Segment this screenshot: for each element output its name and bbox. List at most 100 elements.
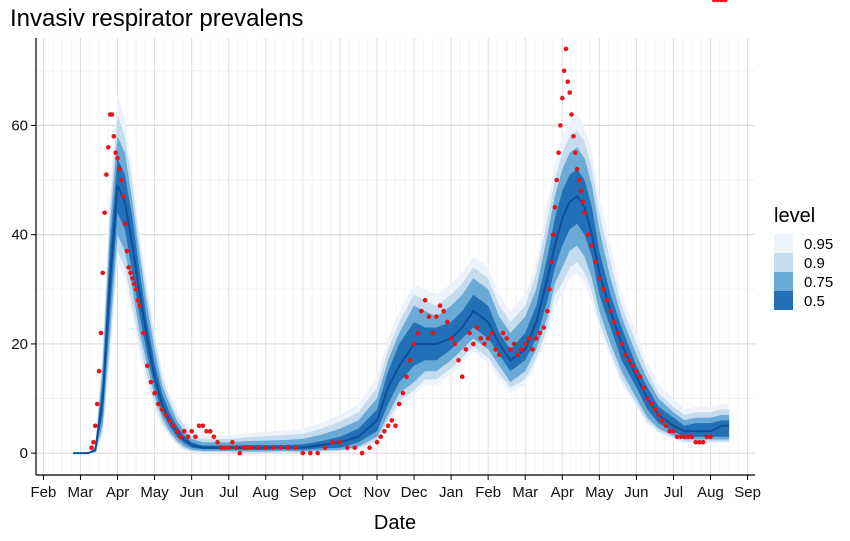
observed-point [530,347,535,352]
observed-point [576,177,582,183]
observed-point [674,434,680,440]
x-tick-label: Sep [734,484,761,501]
x-tick-label: Jan [439,484,463,501]
observed-point [285,445,291,451]
observed-point [626,358,632,363]
observed-point [569,112,574,117]
observed-point [91,439,96,445]
y-tick-label: 40 [11,227,28,244]
observed-point [615,330,621,336]
observed-point [245,445,250,451]
x-tick-label: Jul [219,484,238,501]
observed-point [678,434,684,440]
x-tick-label: Jun [180,484,204,501]
legend-swatch [774,234,793,253]
observed-point [545,308,550,314]
observed-point [652,407,658,412]
observed-point [467,330,472,336]
observed-point [120,194,126,199]
observed-point [322,445,328,451]
observed-point [611,319,617,325]
observed-point [174,429,180,434]
observed-point [565,79,571,84]
observed-point [656,412,661,418]
observed-point [144,363,150,369]
observed-point [111,134,117,139]
observed-point [623,352,628,358]
observed-point [489,330,495,336]
observed-point [434,314,439,319]
observed-point [189,429,194,434]
observed-point [400,390,406,396]
legend-swatch [774,291,793,310]
observed-point [597,276,602,281]
x-tick-label: May [585,484,614,501]
median-line [73,185,730,455]
observed-point [556,150,561,155]
observed-point [408,358,413,363]
observed-point [547,287,552,292]
observed-point [704,434,710,440]
observed-point [708,434,713,440]
chart-title: Invasiv respirator prevalens [10,5,303,32]
observed-point [185,434,191,440]
legend-label: 0.5 [804,293,825,310]
observed-point [345,445,350,451]
observed-point [630,363,635,369]
observed-point [419,308,424,314]
observed-point [230,439,235,445]
observed-point [508,347,513,352]
x-tick-label: Mar [512,484,538,501]
observed-point [550,232,556,237]
observed-point [159,407,165,412]
observed-point [131,281,137,287]
observed-point [315,450,321,456]
x-tick-label: Feb [30,484,56,501]
observed-point [219,445,224,451]
observed-point [600,287,606,292]
observed-point [667,429,673,434]
observed-point [378,434,384,440]
observed-point [452,341,458,347]
observed-point [359,450,365,456]
observed-point [660,418,665,423]
x-tick-label: Jun [624,484,648,501]
observed-point [270,445,276,451]
observed-point [106,145,111,150]
x-axis-title: Date [374,512,416,534]
observed-point [474,325,480,330]
observed-point [578,188,584,194]
observed-point [163,412,168,418]
observed-point [558,123,563,128]
observed-point [411,341,417,347]
observed-point [641,385,647,390]
observed-point [415,330,421,336]
observed-point [604,297,610,303]
observed-point [118,177,124,183]
observed-point [563,46,569,52]
observed-point [645,396,650,401]
legend-label: 0.9 [804,255,825,272]
observed-point [156,401,161,407]
observed-point [700,439,706,445]
observed-point [663,423,669,429]
x-tick-label: Sep [289,484,316,501]
observed-point [193,434,198,440]
observed-point [634,368,639,374]
x-tick-label: Aug [252,484,279,501]
observed-point [104,172,109,177]
observed-point [463,347,469,352]
observed-point [382,429,387,434]
x-tick-label: Apr [551,484,574,501]
observed-point [723,0,728,3]
observed-point [337,439,343,445]
x-tick-label: Apr [106,484,129,501]
legend-label: 0.75 [804,274,833,291]
observed-point [537,330,543,336]
observed-point [430,330,435,336]
observed-point [585,232,591,237]
observed-point [471,341,476,347]
observed-point [593,259,598,265]
legend-swatch [774,272,793,291]
legend-label: 0.95 [804,236,833,253]
